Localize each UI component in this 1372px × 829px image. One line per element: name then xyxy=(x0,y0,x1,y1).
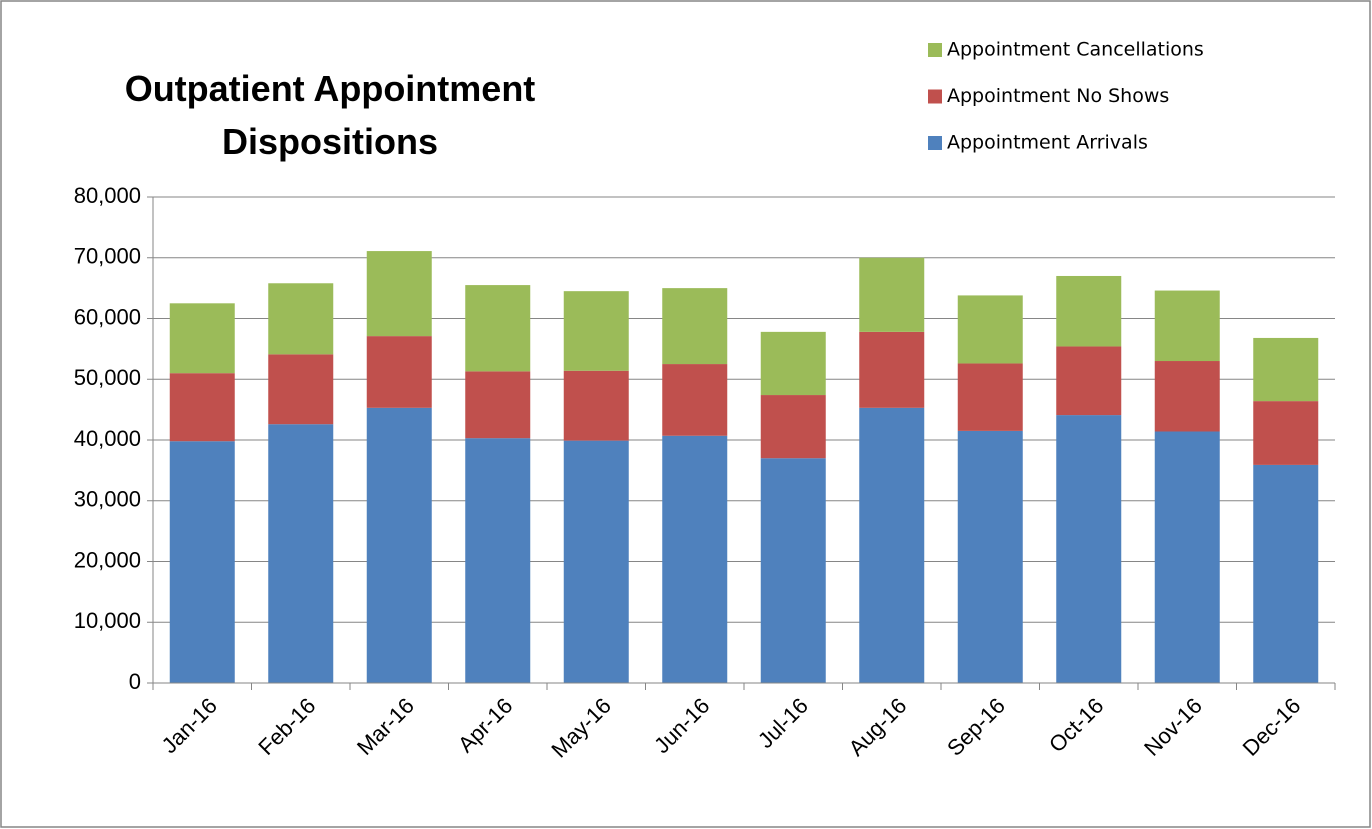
bar-segment xyxy=(1154,361,1220,432)
bar-segment xyxy=(366,251,432,337)
bar-segment xyxy=(957,295,1023,364)
bar-segment xyxy=(662,364,728,436)
bar-segment xyxy=(760,395,826,459)
bar-segment xyxy=(268,424,334,683)
y-tick-label: 30,000 xyxy=(74,487,141,512)
bar-segment xyxy=(1253,464,1319,683)
bar-segment xyxy=(662,288,728,365)
x-tick-label: Sep-16 xyxy=(942,693,1010,761)
x-tick-label: Dec-16 xyxy=(1238,693,1306,761)
legend-swatch xyxy=(928,43,942,57)
bar-segment xyxy=(465,371,531,439)
bar-segment xyxy=(268,354,334,425)
bar-segment xyxy=(563,440,629,683)
bar-segment xyxy=(465,285,531,372)
bar-segment xyxy=(169,303,235,374)
y-tick-label: 60,000 xyxy=(74,304,141,329)
x-tick-label: Feb-16 xyxy=(253,693,320,760)
bar-segment xyxy=(169,441,235,683)
y-tick-label: 10,000 xyxy=(74,608,141,633)
y-tick-label: 20,000 xyxy=(74,547,141,572)
y-tick-label: 0 xyxy=(129,669,141,694)
y-tick-label: 70,000 xyxy=(74,244,141,269)
x-tick-label: Aug-16 xyxy=(844,693,912,761)
bar-segment xyxy=(1056,415,1122,683)
bar-segment xyxy=(465,438,531,683)
bar-segment xyxy=(563,370,629,441)
bar-segment xyxy=(760,458,826,683)
bar-segment xyxy=(957,363,1023,431)
x-tick-label: Apr-16 xyxy=(453,693,517,757)
bar-segment xyxy=(957,430,1023,683)
bar-segment xyxy=(1154,431,1220,683)
bar-segment xyxy=(662,435,728,683)
legend-label: Appointment Cancellations xyxy=(947,39,1204,61)
y-tick-label: 80,000 xyxy=(74,183,141,208)
legend-label: Appointment No Shows xyxy=(947,85,1169,107)
bar-segment xyxy=(760,331,826,396)
bar-segment xyxy=(859,257,925,332)
chart-title: Outpatient Appointment Dispositions xyxy=(124,68,536,162)
bar-segment xyxy=(859,407,925,683)
x-tick-label: Oct-16 xyxy=(1044,693,1108,757)
x-tick-label: May-16 xyxy=(546,693,616,763)
bar-segment xyxy=(1056,275,1122,347)
y-tick-label: 40,000 xyxy=(74,426,141,451)
bar-segment xyxy=(563,291,629,371)
bar-segment xyxy=(169,373,235,442)
bar-segment xyxy=(268,283,334,355)
bar-segment xyxy=(366,336,432,408)
legend-swatch xyxy=(928,136,942,150)
y-tick-label: 50,000 xyxy=(74,365,141,390)
legend-label: Appointment Arrivals xyxy=(947,132,1148,154)
bar-segment xyxy=(1253,401,1319,465)
x-tick-label: Nov-16 xyxy=(1139,693,1207,761)
bar-segment xyxy=(1056,346,1122,416)
bar-segment xyxy=(1253,337,1319,402)
bar-segment xyxy=(1154,290,1220,362)
bar-segment xyxy=(366,407,432,683)
bar-segment xyxy=(859,331,925,408)
x-tick-label: Jun-16 xyxy=(649,693,714,758)
legend-swatch xyxy=(928,89,942,104)
x-tick-label: Jan-16 xyxy=(157,693,222,758)
x-tick-label: Mar-16 xyxy=(352,693,419,760)
x-tick-label: Jul-16 xyxy=(753,693,813,753)
